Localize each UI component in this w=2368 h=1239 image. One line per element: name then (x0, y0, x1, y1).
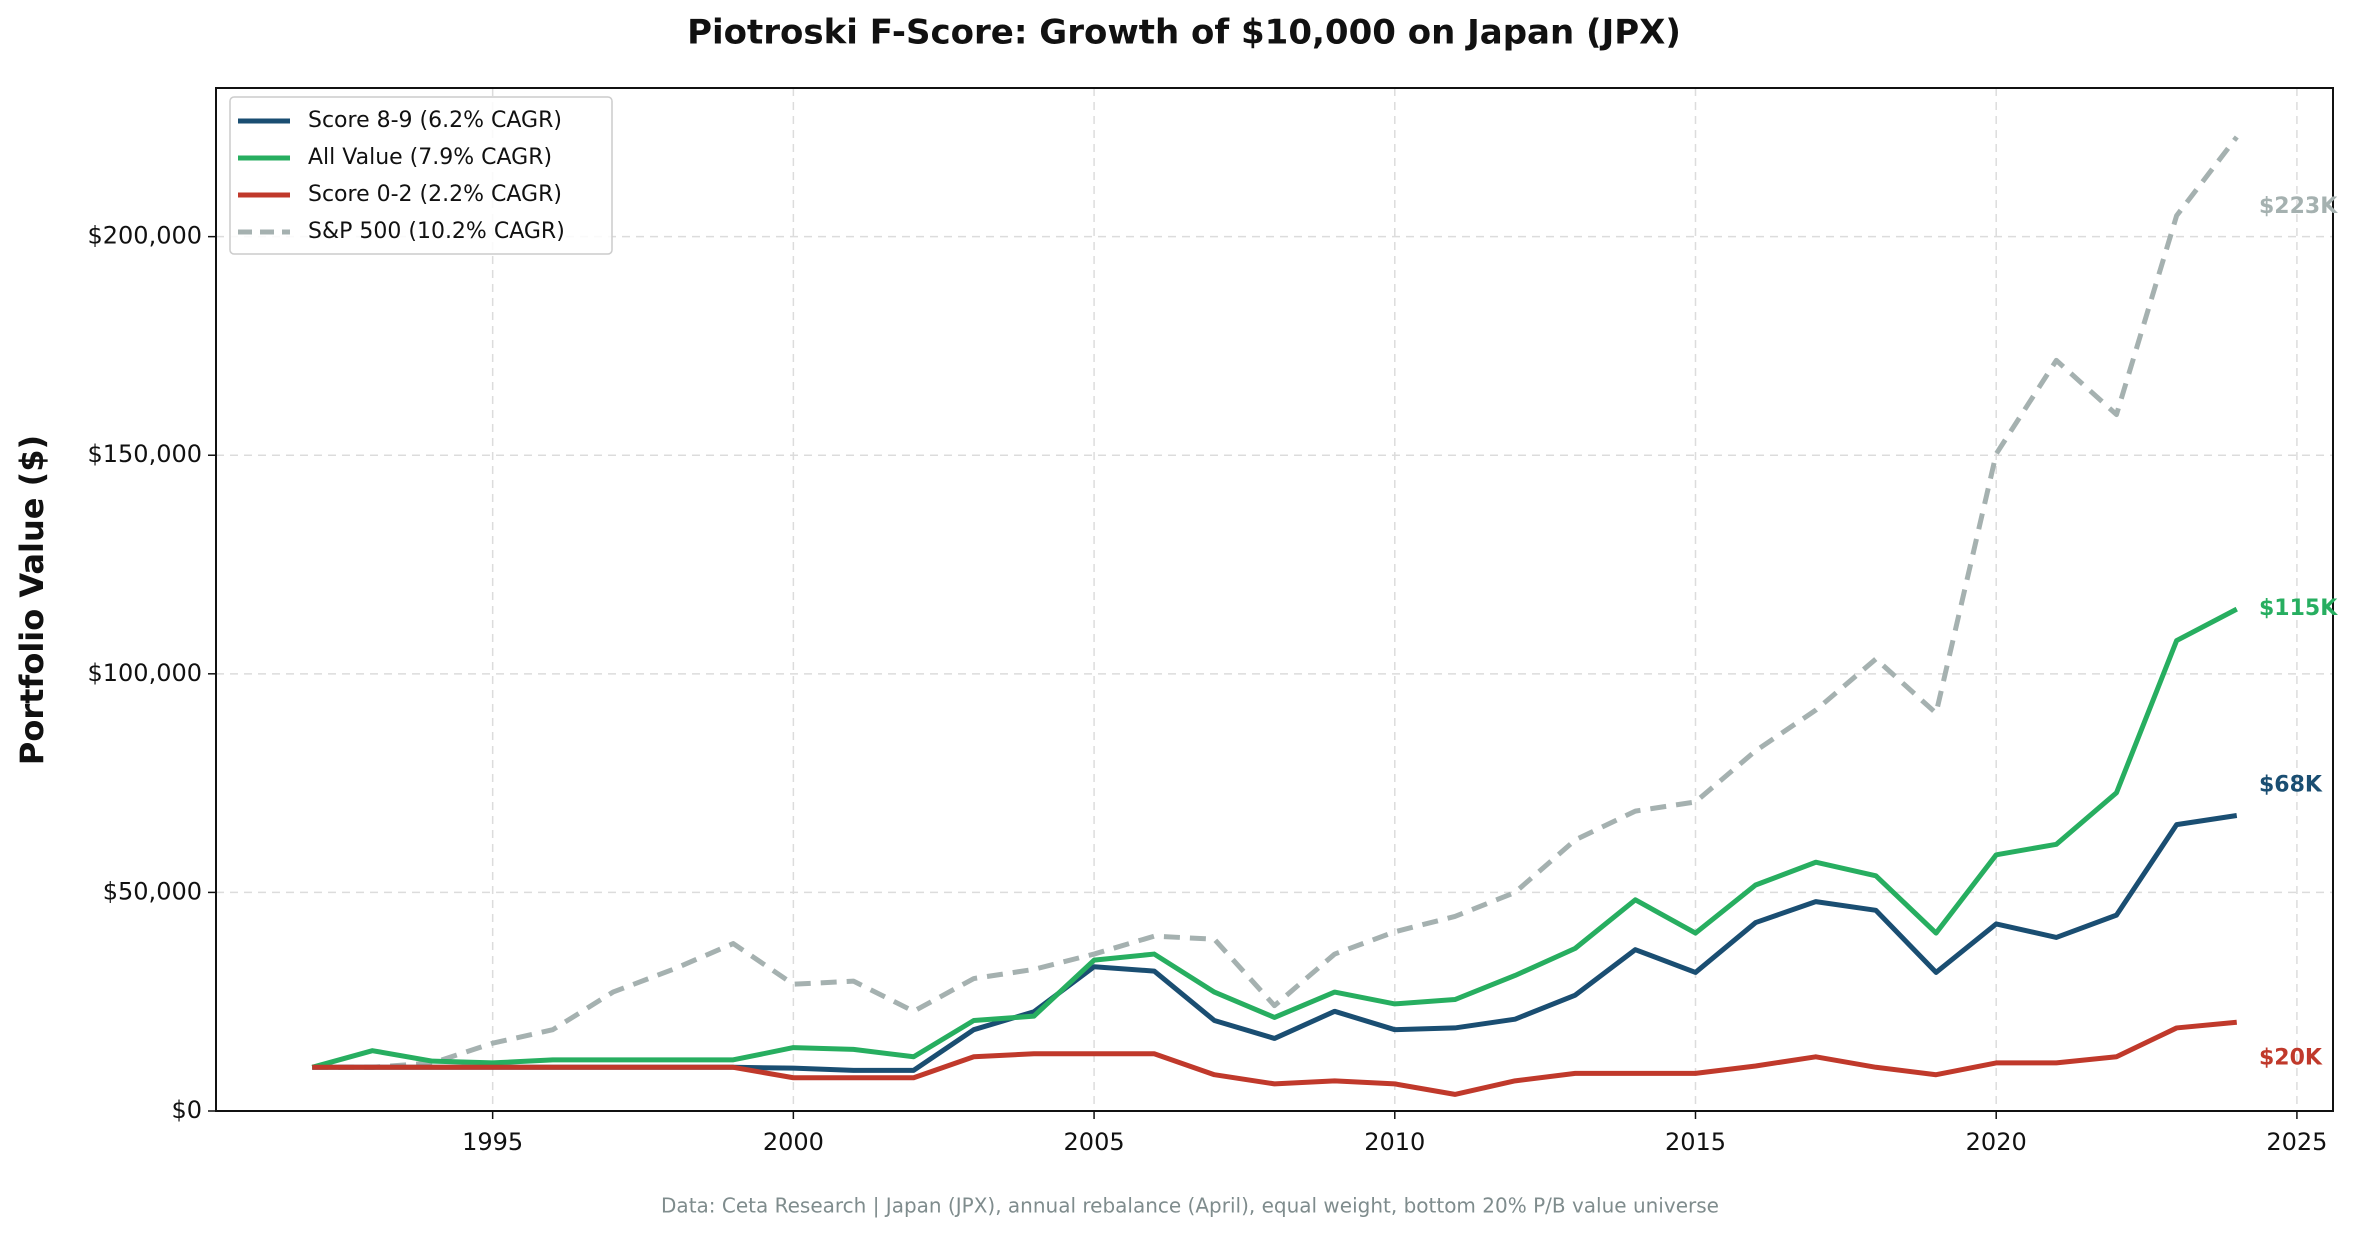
y-tick-label: $150,000 (87, 440, 202, 468)
legend-label: Score 0-2 (2.2% CAGR) (308, 182, 562, 207)
legend-box (229, 96, 613, 255)
line-series (312, 135, 2239, 1070)
y-tick-label: $100,000 (87, 659, 202, 687)
legend-label: All Value (7.9% CAGR) (308, 145, 552, 170)
line-series (312, 1019, 2238, 1097)
x-tick-label: 2025 (2266, 1128, 2327, 1156)
x-tick-label: 1995 (462, 1128, 523, 1156)
end-label: $20K (2259, 1045, 2323, 1070)
x-tick-label: 2020 (1966, 1128, 2027, 1156)
x-tick-label: 2005 (1064, 1128, 1125, 1156)
y-axis-label: Portfolio Value ($) (13, 435, 51, 765)
line-series (312, 812, 2238, 1073)
y-tick-label: $200,000 (87, 222, 202, 250)
end-label: $115K (2259, 596, 2338, 621)
legend-label: S&P 500 (10.2% CAGR) (308, 219, 565, 244)
x-tick-label: 2010 (1364, 1128, 1425, 1156)
legend-label: Score 8-9 (6.2% CAGR) (308, 108, 562, 133)
end-label: $68K (2259, 772, 2323, 797)
plot-frame (215, 87, 2334, 1112)
end-label: $223K (2259, 194, 2338, 219)
line-series (311, 606, 2238, 1070)
legend: Score 8-9 (6.2% CAGR) All Value (7.9% CAG… (229, 96, 613, 255)
y-tick-label: $50,000 (103, 877, 202, 905)
x-tick-label: 2000 (763, 1128, 824, 1156)
footnote: Data: Ceta Research | Japan (JPX), annua… (661, 1194, 1719, 1218)
y-tick-label: $0 (171, 1096, 202, 1124)
x-tick-label: 2015 (1665, 1128, 1726, 1156)
chart-title: Piotroski F-Score: Growth of $10,000 on … (687, 13, 1681, 53)
